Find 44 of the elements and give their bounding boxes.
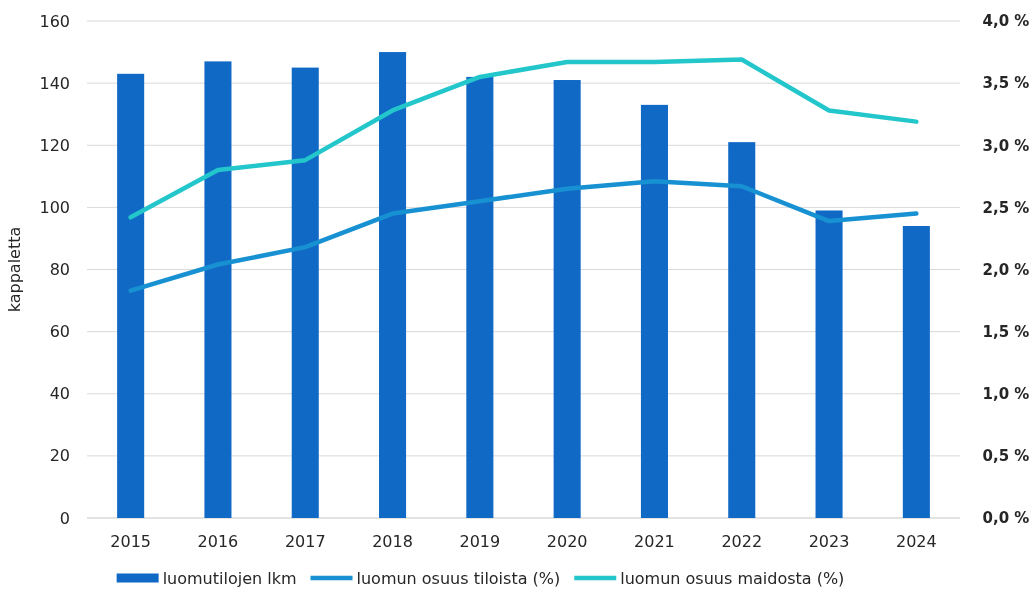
y-tick-label: 120 bbox=[39, 135, 70, 155]
line-series bbox=[128, 179, 919, 293]
bar bbox=[553, 80, 581, 518]
bar bbox=[728, 142, 756, 518]
legend-label: luomun osuus maidosta (%) bbox=[620, 568, 845, 588]
line-series bbox=[128, 57, 919, 220]
y-tick-label: 160 bbox=[39, 11, 70, 31]
bar bbox=[902, 226, 930, 518]
y2-tick-label: 2,0 % bbox=[982, 260, 1030, 279]
x-tick-label: 2018 bbox=[372, 532, 413, 551]
y2-tick-label: 0,0 % bbox=[982, 509, 1030, 528]
y-tick-label: 140 bbox=[39, 73, 70, 93]
bar bbox=[204, 61, 232, 518]
y2-tick-label: 1,5 % bbox=[982, 322, 1030, 341]
bar bbox=[640, 104, 668, 518]
legend-label: luomutilojen lkm bbox=[162, 568, 297, 588]
y-axis-title: kappaletta bbox=[5, 226, 24, 313]
x-tick-label: 2024 bbox=[895, 532, 937, 551]
bar bbox=[815, 210, 843, 518]
y-tick-label: 40 bbox=[49, 384, 70, 404]
x-tick-label: 2019 bbox=[459, 532, 501, 551]
x-tick-label: 2021 bbox=[634, 532, 675, 551]
y2-tick-label: 0,5 % bbox=[982, 447, 1030, 466]
legend-label: luomun osuus tiloista (%) bbox=[356, 568, 561, 588]
x-tick-label: 2022 bbox=[721, 532, 763, 551]
y2-tick-label: 4,0 % bbox=[982, 12, 1030, 31]
bar bbox=[291, 67, 319, 518]
y2-tick-label: 2,5 % bbox=[982, 198, 1030, 217]
bar bbox=[466, 76, 494, 518]
bar bbox=[117, 73, 145, 518]
bar bbox=[379, 52, 407, 518]
y-tick-label: 60 bbox=[49, 322, 70, 342]
x-tick-label: 2020 bbox=[546, 532, 588, 551]
y2-tick-label: 3,0 % bbox=[982, 136, 1030, 155]
y2-tick-label: 1,0 % bbox=[982, 385, 1030, 403]
x-tick-label: 2017 bbox=[284, 532, 326, 551]
x-tick-label: 2016 bbox=[197, 532, 239, 551]
y2-tick-label: 3,5 % bbox=[982, 74, 1030, 93]
y-tick-label: 20 bbox=[49, 446, 70, 466]
x-tick-label: 2023 bbox=[808, 532, 850, 551]
x-tick-label: 2015 bbox=[110, 532, 152, 551]
y-tick-label: 0 bbox=[59, 508, 70, 528]
y-tick-label: 100 bbox=[39, 197, 70, 217]
y-tick-label: 80 bbox=[49, 260, 70, 280]
